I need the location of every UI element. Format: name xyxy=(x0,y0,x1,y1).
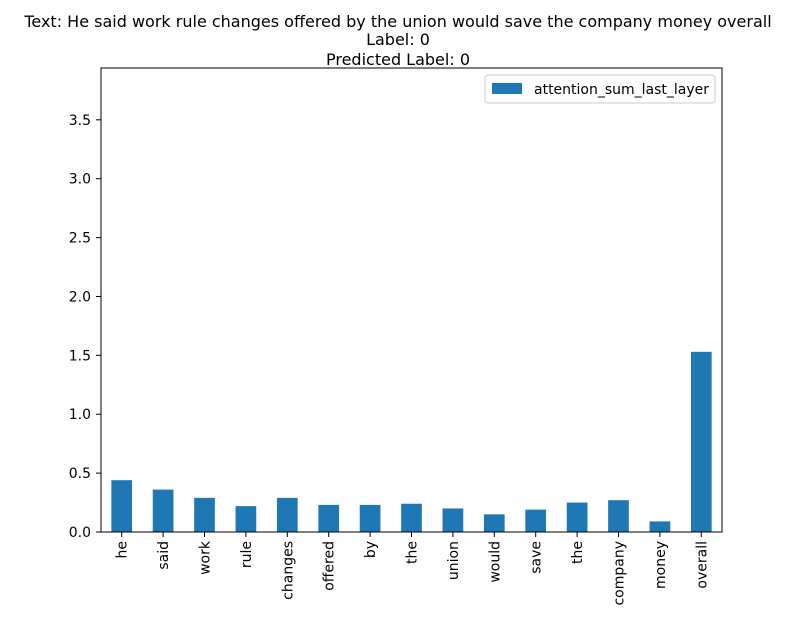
x-tick-label: union xyxy=(446,541,462,580)
y-tick-label: 0.5 xyxy=(69,466,91,482)
x-tick-label: would xyxy=(487,541,503,583)
bar-offered xyxy=(318,504,340,532)
legend-box xyxy=(484,74,716,104)
bar-union xyxy=(442,508,464,532)
legend-swatch xyxy=(492,83,522,94)
x-tick-label: by xyxy=(363,541,379,558)
chart-title-line: Text: He said work rule changes offered … xyxy=(23,12,771,31)
y-tick-label: 2.0 xyxy=(69,289,91,305)
legend-label: attention_sum_last_layer xyxy=(534,82,709,98)
bar-the xyxy=(566,502,588,532)
bar-would xyxy=(483,514,505,532)
bar-the xyxy=(401,503,422,532)
x-axis: he said work rule changes offered by the union wo… xyxy=(115,532,710,606)
bar-company xyxy=(608,500,629,532)
x-tick-label: rule xyxy=(239,541,255,568)
x-tick-label: money xyxy=(653,541,669,589)
x-tick-label: said xyxy=(156,541,172,570)
x-tick-label: overall xyxy=(694,541,710,589)
y-tick-label: 1.5 xyxy=(69,348,91,364)
y-axis: 0.0 0.5 1.0 1.5 2.0 2.5 3.0 3.5 xyxy=(69,113,101,541)
plot-area-frame xyxy=(100,67,723,533)
x-tick-label: company xyxy=(612,541,628,606)
bars xyxy=(111,351,712,532)
bar-overall xyxy=(690,351,712,532)
bar-changes xyxy=(276,497,298,532)
y-tick-label: 3.5 xyxy=(69,113,91,129)
chart-title: Text: He said work rule changes offered … xyxy=(23,12,771,69)
y-tick-label: 1.0 xyxy=(69,407,91,423)
x-tick-label: he xyxy=(115,541,131,559)
x-tick-label: the xyxy=(570,541,586,564)
chart-title-line: Predicted Label: 0 xyxy=(326,50,470,69)
bar-work xyxy=(194,497,215,532)
x-tick-label: work xyxy=(198,540,214,575)
bar-save xyxy=(525,509,547,532)
x-tick-label: changes xyxy=(280,541,296,600)
bar-he xyxy=(111,480,133,532)
bar-rule xyxy=(235,506,257,532)
y-tick-label: 3.0 xyxy=(69,172,91,188)
bar-money xyxy=(649,521,671,532)
chart-title-line: Label: 0 xyxy=(366,30,430,49)
x-tick-label: offered xyxy=(322,541,338,591)
y-tick-label: 0.0 xyxy=(69,525,91,541)
y-tick-label: 2.5 xyxy=(69,231,91,247)
bar-said xyxy=(152,489,174,532)
x-tick-label: the xyxy=(405,541,421,564)
x-tick-label: save xyxy=(529,541,545,574)
bar-by xyxy=(359,504,381,532)
legend: attention_sum_last_layer xyxy=(484,74,716,104)
